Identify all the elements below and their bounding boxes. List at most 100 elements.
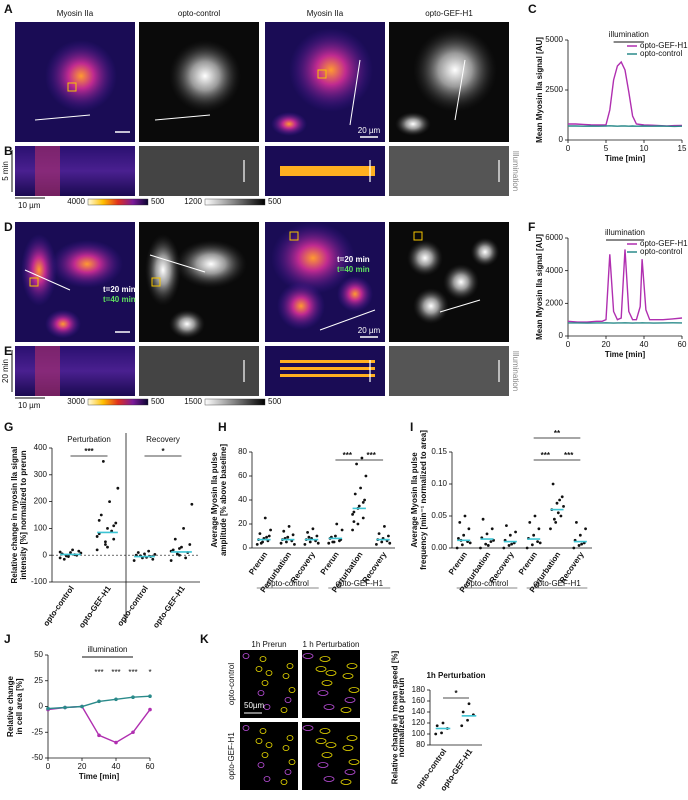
data-point <box>578 533 582 537</box>
cell <box>145 234 181 306</box>
data-point <box>101 460 105 463</box>
panel-letter: K <box>200 632 209 646</box>
annotation: illumination <box>87 645 127 654</box>
data-point <box>572 546 576 550</box>
data-point <box>460 543 464 547</box>
y-tick-label: 2500 <box>545 85 563 94</box>
k-row-label: opto-GEF-H1 <box>227 732 236 780</box>
y-tick-label: 40 <box>238 495 247 504</box>
data-point <box>316 541 320 545</box>
cell <box>169 309 205 339</box>
panel-letter: E <box>4 344 12 358</box>
data-point <box>287 525 291 528</box>
group-label: opto-GEF-H1 <box>533 579 581 588</box>
y-tick-label: 2000 <box>545 298 563 307</box>
y-tick-label: 100 <box>34 524 48 533</box>
data-point <box>291 533 295 537</box>
data-point <box>265 535 268 539</box>
cell-track <box>342 673 354 679</box>
category-label: opto-GEF-H1 <box>151 584 187 630</box>
cell-track <box>346 663 358 669</box>
data-point <box>355 462 358 466</box>
y-tick-label: 100 <box>412 729 426 738</box>
cell-track <box>282 673 290 679</box>
data-point <box>357 504 361 508</box>
data-point <box>112 524 116 528</box>
y-tick-label: 80 <box>238 447 247 456</box>
arrow <box>154 114 211 121</box>
cell-track <box>317 690 329 696</box>
cell-track <box>259 656 267 662</box>
kymo-pulse <box>280 166 375 176</box>
arrow <box>149 254 206 273</box>
data-point <box>530 543 534 547</box>
y-axis-label: Relative change in mean speed [%] <box>391 650 400 784</box>
y-tick-label: 0.05 <box>431 511 447 520</box>
data-point <box>282 529 286 533</box>
data-point <box>171 548 175 552</box>
scale-label: 20 µm <box>358 326 381 335</box>
scale-label: 20 min <box>1 359 10 383</box>
chart-title: 1h Perturbation <box>426 671 485 680</box>
kymograph <box>139 146 259 196</box>
cell <box>470 237 500 267</box>
image-label: Myosin IIa <box>307 9 344 18</box>
colorbar-min: 500 <box>151 197 165 206</box>
y-tick-label: -25 <box>31 727 43 736</box>
arrow <box>34 114 91 121</box>
scale-label: 10 µm <box>18 201 41 210</box>
image-label: opto-control <box>178 9 220 18</box>
cell-track <box>263 776 271 782</box>
y-tick-label: 5000 <box>545 35 563 44</box>
data-point <box>263 516 267 520</box>
y-tick-label: 300 <box>34 470 48 479</box>
data-point <box>64 554 68 558</box>
cell-track <box>319 728 331 734</box>
cell <box>407 240 443 276</box>
x-tick-label: 0 <box>566 144 571 153</box>
category-label: Prerun <box>447 550 469 576</box>
cell-track <box>284 697 292 703</box>
data-point <box>308 540 312 544</box>
data-point <box>377 532 381 535</box>
scale-label: 50µm <box>244 701 265 710</box>
y-axis-label: frequency [min⁻¹ normalized to area] <box>419 430 428 570</box>
y-axis-label: Relative change <box>6 675 15 736</box>
cell-track <box>265 670 273 676</box>
cell-track <box>348 759 360 765</box>
colorbar-min: 500 <box>151 397 165 406</box>
legend-label: opto-control <box>640 247 682 256</box>
track-image <box>240 650 298 718</box>
significance: *** <box>128 668 137 677</box>
panel-letter: A <box>4 2 13 16</box>
kymograph <box>389 346 509 396</box>
cell-track <box>348 687 360 693</box>
series-line <box>568 125 683 128</box>
x-tick-label: 60 <box>678 340 687 349</box>
point <box>114 697 118 702</box>
time-label: t=20 min <box>337 255 370 264</box>
data-point <box>441 721 445 725</box>
data-point <box>190 502 194 506</box>
cell-track <box>340 779 352 785</box>
y-tick-label: 0 <box>43 550 48 559</box>
cell <box>45 309 81 339</box>
legend-label: opto-GEF-H1 <box>640 239 688 248</box>
y-tick-label: 0 <box>243 543 248 552</box>
data-point <box>461 710 465 714</box>
data-point <box>315 534 319 538</box>
data-point <box>58 556 62 560</box>
data-point <box>468 541 472 545</box>
y-tick-label: 160 <box>412 696 426 705</box>
data-point <box>311 527 315 531</box>
kymo-signal <box>35 346 60 396</box>
x-tick-label: 0 <box>566 340 571 349</box>
y-tick-label: 120 <box>412 718 426 727</box>
cell-track <box>288 759 296 765</box>
track-image <box>240 722 298 790</box>
panel-letter: I <box>410 420 413 434</box>
cell <box>277 282 325 330</box>
significance: *** <box>541 451 551 460</box>
data-point <box>106 527 109 530</box>
colorbar-min: 500 <box>268 397 282 406</box>
